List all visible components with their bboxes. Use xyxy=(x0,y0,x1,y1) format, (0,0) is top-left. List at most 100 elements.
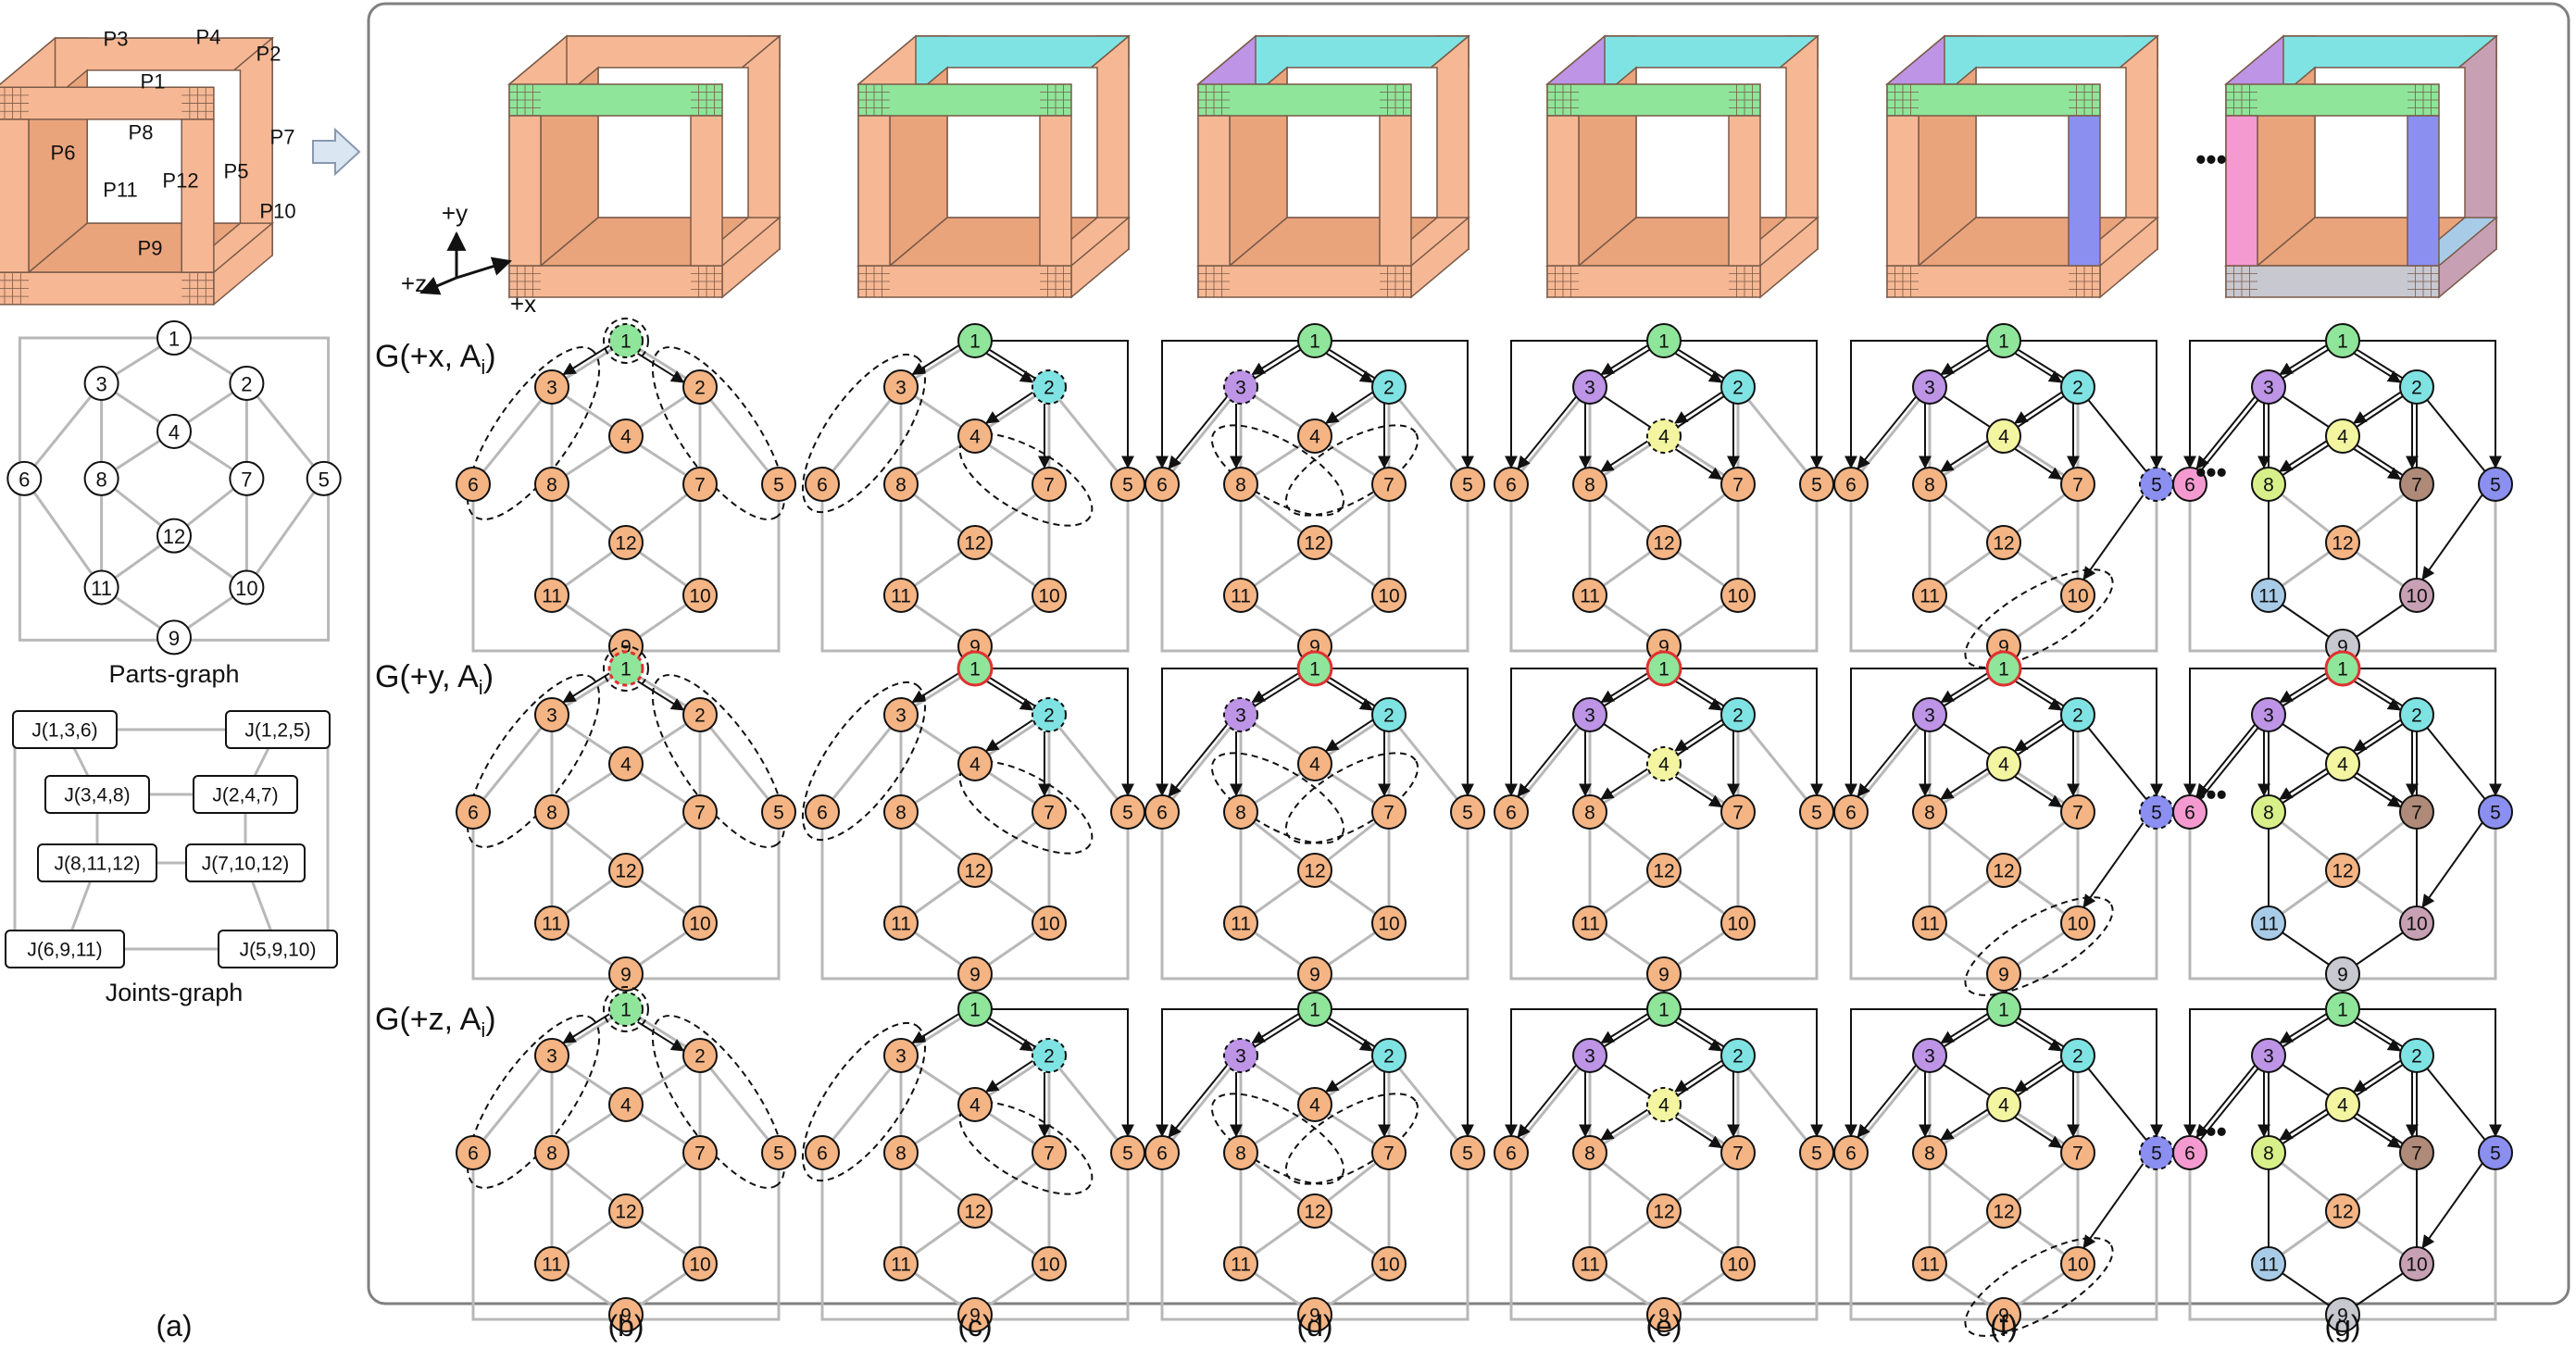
graph-node xyxy=(2251,906,2286,941)
graph-node xyxy=(1494,1135,1529,1170)
cube-part-label: P7 xyxy=(270,126,295,149)
graph-node xyxy=(1646,853,1682,888)
graph-node xyxy=(1912,697,1947,732)
graph-node-label: 7 xyxy=(2411,475,2422,496)
graph-node-label: 10 xyxy=(1038,586,1059,607)
graph-node-label: 7 xyxy=(694,803,706,824)
graph-node xyxy=(957,323,993,358)
joint-box xyxy=(193,775,298,814)
graph-node xyxy=(1371,578,1407,613)
cube-bar xyxy=(2225,83,2440,117)
joint-label: J(1,2,5) xyxy=(244,720,310,742)
cube-bar xyxy=(857,83,1072,117)
graph-node-label: 2 xyxy=(2072,1046,2083,1068)
graph-node xyxy=(682,578,718,613)
graph-node-label: 12 xyxy=(615,861,636,882)
graph-arrow xyxy=(1940,440,1988,472)
graph-node-label: 6 xyxy=(1506,803,1517,824)
graph-node xyxy=(1912,1135,1947,1170)
graph-node-label: 10 xyxy=(2406,586,2427,607)
joint-label: J(2,4,7) xyxy=(212,785,278,806)
graph-node xyxy=(761,467,796,502)
graph-node-label: 2 xyxy=(1383,1046,1394,1068)
graph-edge xyxy=(1047,1055,1130,1154)
candidate-ellipse xyxy=(466,674,601,848)
graph-edge xyxy=(2416,386,2496,485)
graph-node xyxy=(1646,1297,1682,1332)
graph-node xyxy=(608,853,644,888)
graph-arrow xyxy=(1940,344,1988,376)
graph-node xyxy=(957,525,993,560)
graph-arrow xyxy=(1940,1013,1988,1044)
graph-node-label: 6 xyxy=(468,1143,479,1165)
graph-arrow xyxy=(2279,344,2327,376)
cube-step xyxy=(1884,34,2160,299)
graph-node xyxy=(1720,467,1756,502)
graph-node xyxy=(1371,1135,1407,1170)
ellipsis: ••• xyxy=(2195,456,2227,489)
graph-frame xyxy=(2188,812,2497,981)
graph-arrow xyxy=(2279,1013,2327,1044)
graph-node xyxy=(2399,1135,2434,1170)
graph-node-label: 12 xyxy=(964,861,985,882)
graph-node-label: 11 xyxy=(542,586,562,607)
graph-arrow xyxy=(2183,668,2326,797)
joint-box xyxy=(37,843,157,882)
ellipsis: ••• xyxy=(2195,1115,2227,1148)
parts-graph-node-label: 6 xyxy=(19,468,30,491)
graph-node xyxy=(761,794,796,830)
graph-node xyxy=(1912,906,1947,941)
graph-node xyxy=(1494,467,1529,502)
graph-node xyxy=(1371,1038,1407,1073)
graph-node-label: 1 xyxy=(1658,659,1669,681)
candidate-ellipse xyxy=(603,986,649,1032)
graph-node xyxy=(1646,746,1682,781)
cube-bar xyxy=(1546,265,1761,298)
graph-node-label: 6 xyxy=(1157,1143,1168,1165)
graph-node-label: 6 xyxy=(468,803,479,824)
graph-edge xyxy=(471,1055,554,1154)
graph-edge xyxy=(1849,386,1932,485)
graph-node-label: 1 xyxy=(620,331,631,353)
graph-node-label: 9 xyxy=(2337,965,2348,986)
cube-bar xyxy=(1039,115,1072,267)
graph-node-label: 1 xyxy=(1998,659,2009,681)
graph-node-label: 10 xyxy=(2406,914,2427,935)
graph-node xyxy=(1223,467,1258,502)
graph-node xyxy=(2324,650,2361,687)
block-arrow-icon xyxy=(312,127,361,177)
joint-box xyxy=(12,710,118,749)
graph-node xyxy=(608,956,644,992)
graph-node xyxy=(2325,525,2360,560)
graph-node xyxy=(2172,794,2207,830)
graph-node-label: 3 xyxy=(546,378,557,399)
graph-node-label: 1 xyxy=(2337,659,2348,681)
graph-node xyxy=(534,697,569,732)
graph-node xyxy=(1223,906,1258,941)
graph-node-label: 4 xyxy=(1998,427,2009,448)
joint-box xyxy=(185,843,306,882)
graph-arrow xyxy=(1326,680,1374,711)
graph-arrow xyxy=(562,1013,610,1044)
cube-part-label: P9 xyxy=(138,237,163,260)
graph-edge xyxy=(1736,386,1819,485)
graph-node-label: 6 xyxy=(1845,803,1857,824)
graph-node xyxy=(761,1135,796,1170)
graph-edge xyxy=(820,714,903,813)
graph-node xyxy=(2399,467,2434,502)
graph-node-label: 12 xyxy=(1993,1202,2014,1223)
graph-arrow xyxy=(562,344,610,376)
graph-node-label: 12 xyxy=(1653,533,1674,555)
graph-arrow xyxy=(1600,440,1648,472)
graph-node xyxy=(608,1087,644,1122)
parts-graph-node-label: 5 xyxy=(319,468,330,491)
graph-arrow xyxy=(2353,718,2401,752)
graph-frame xyxy=(1160,812,1469,981)
graph-node xyxy=(608,992,644,1027)
graph-node-label: 1 xyxy=(1998,331,2009,353)
graph-arrow xyxy=(1332,1008,1474,1138)
graph-node-label: 8 xyxy=(895,1143,907,1165)
